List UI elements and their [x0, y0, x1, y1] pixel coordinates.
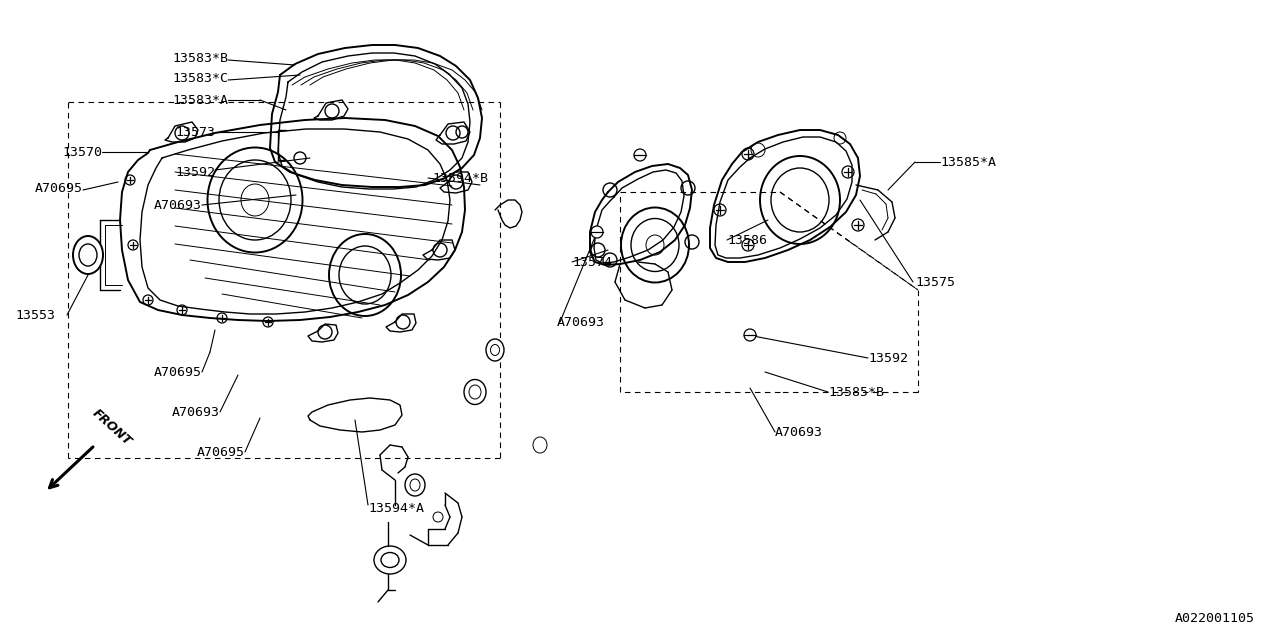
- Text: 13570: 13570: [61, 145, 102, 159]
- Text: A70693: A70693: [172, 406, 220, 419]
- Circle shape: [744, 329, 756, 341]
- Text: A022001105: A022001105: [1175, 611, 1254, 625]
- Text: 13574: 13574: [572, 255, 612, 269]
- Text: 13592: 13592: [175, 166, 215, 179]
- Ellipse shape: [486, 339, 504, 361]
- Circle shape: [634, 149, 646, 161]
- Text: 13573: 13573: [175, 125, 215, 138]
- Text: 13594*B: 13594*B: [433, 172, 488, 184]
- Text: A70695: A70695: [35, 182, 83, 195]
- Text: 13585*A: 13585*A: [940, 156, 996, 168]
- Circle shape: [591, 226, 603, 238]
- Text: A70693: A70693: [154, 198, 202, 211]
- Ellipse shape: [73, 236, 102, 274]
- Text: 13553: 13553: [15, 308, 55, 321]
- Text: A70693: A70693: [774, 426, 823, 438]
- Text: 13575: 13575: [915, 275, 955, 289]
- Text: A70695: A70695: [154, 365, 202, 378]
- Ellipse shape: [404, 474, 425, 496]
- Text: 13583*B: 13583*B: [172, 51, 228, 65]
- Text: FRONT: FRONT: [90, 406, 134, 448]
- Text: 13583*C: 13583*C: [172, 72, 228, 84]
- Text: 13586: 13586: [727, 234, 767, 246]
- Ellipse shape: [465, 380, 486, 404]
- Text: 13583*A: 13583*A: [172, 93, 228, 106]
- Text: 13592: 13592: [868, 351, 908, 365]
- Text: 13594*A: 13594*A: [369, 502, 424, 515]
- Text: A70695: A70695: [197, 445, 244, 458]
- Text: 13585*B: 13585*B: [828, 385, 884, 399]
- Text: A70693: A70693: [557, 316, 605, 328]
